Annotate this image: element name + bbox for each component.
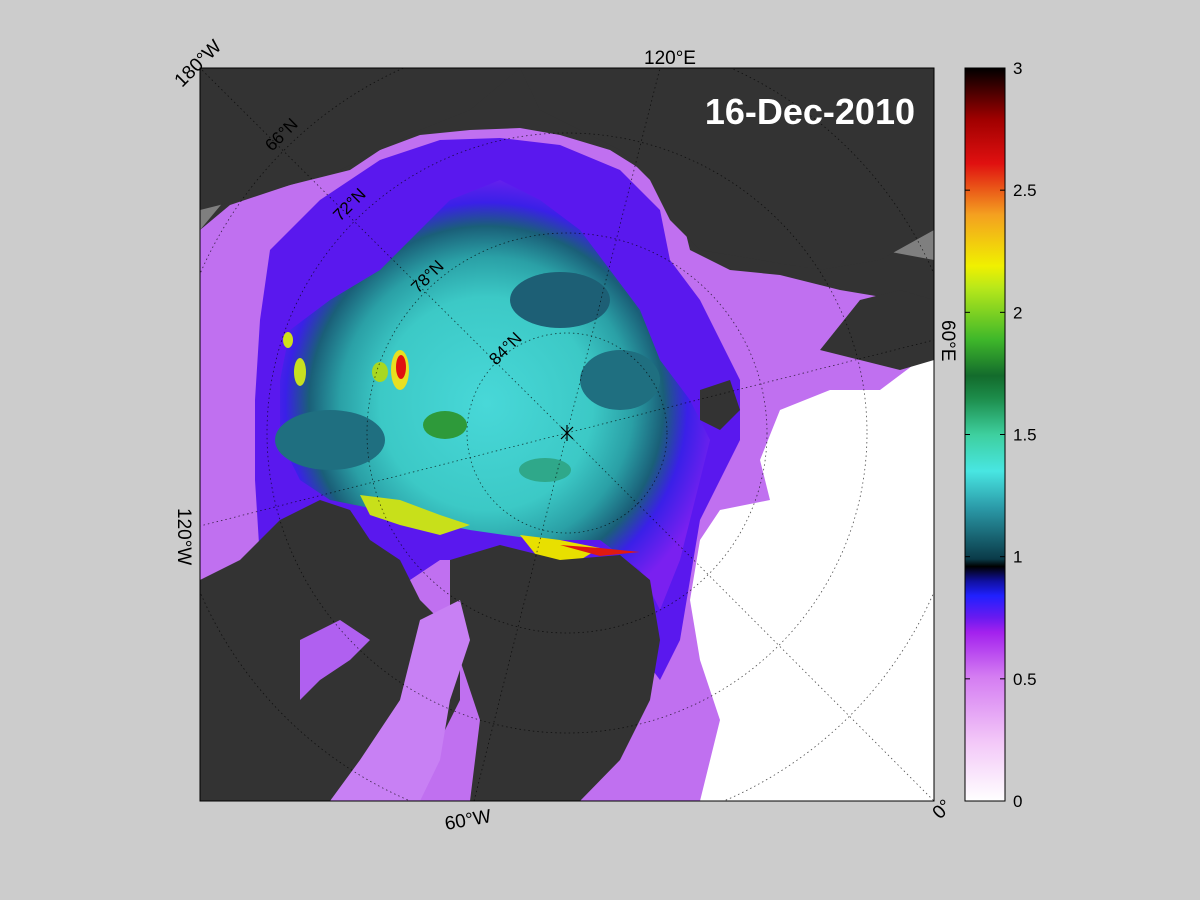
thick-ice-coastal-band [520,535,600,560]
thick-patch [519,458,571,482]
thick-patch [423,411,467,439]
thick-patch [372,362,388,382]
colorbar-ticks: 0 0.5 1 1.5 2 2.5 3 [965,59,1037,811]
date-label: 16-Dec-2010 [705,91,915,132]
thick-ice-coastal-band [360,495,470,535]
land-svalbard [700,380,740,430]
colorbar-tick-label: 1.5 [1013,426,1037,445]
colorbar-tick-label: 1 [1013,548,1022,567]
teal-patch [510,272,610,328]
channel-ice [330,600,470,801]
map-panel: 66°N 72°N 78°N 84°N 16-Dec-2010 [200,68,934,801]
thick-patch [283,332,293,348]
lon-label-60w: 60°W [443,806,493,835]
land-scandinavia [820,290,934,370]
land-greenland [450,545,660,801]
graticule [200,68,934,801]
colorbar-tick-label: 2.5 [1013,181,1037,200]
thick-ice-coastal-band [560,545,640,556]
land-siberia [520,68,934,270]
teal-patch [275,410,385,470]
colorbar-bar [964,67,1006,802]
colorbar-tick-label: 2 [1013,303,1022,322]
channel-ice [300,620,370,700]
teal-patch [580,350,660,410]
lon-label-120e: 120°E [644,48,696,69]
lon-label-120w: 120°W [173,508,194,565]
land-alaska [200,68,520,210]
colorbar-tick-label: 0.5 [1013,670,1037,689]
map-frame [199,67,935,802]
colorbar-tick-label: 3 [1013,59,1022,78]
thick-patch [396,355,406,379]
colorbar: 0 0.5 1 1.5 2 2.5 3 [964,59,1037,811]
lon-label-60e: 60°E [937,320,958,361]
north-pole-marker [560,425,574,441]
thick-patch [294,358,306,386]
colorbar-tick-label: 0 [1013,792,1022,811]
